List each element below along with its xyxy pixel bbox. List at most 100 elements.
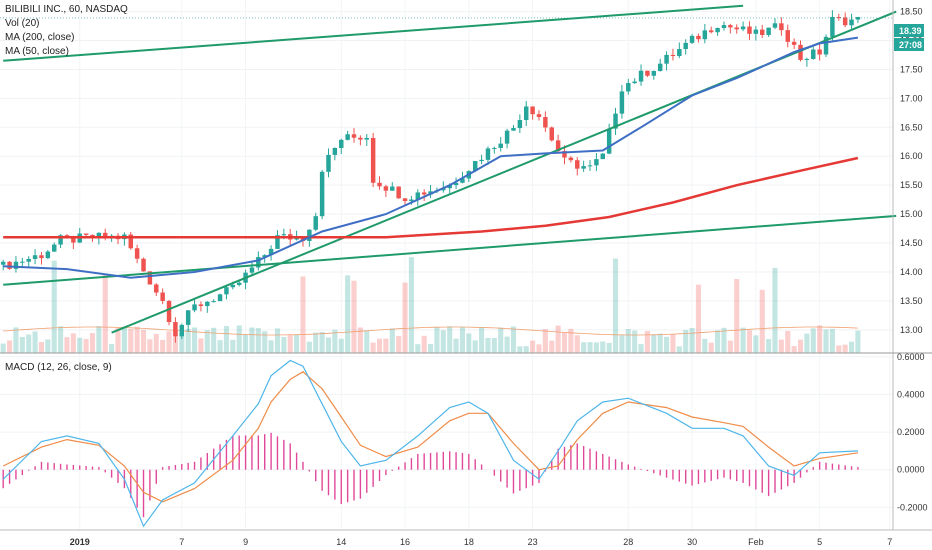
grid-lines: [0, 0, 893, 530]
volume-bar: [249, 327, 255, 353]
time-tick-label: 7: [887, 537, 892, 547]
candle-body: [562, 151, 567, 158]
candle-body: [715, 28, 720, 33]
volume-bar: [357, 327, 363, 353]
ma200-legend[interactable]: MA (200, close): [5, 32, 75, 43]
candle-body: [154, 284, 159, 293]
candle-body: [677, 49, 682, 57]
volume-bar: [51, 260, 57, 353]
volume-bar: [517, 346, 523, 353]
candle-body: [753, 29, 759, 34]
volume-bar: [498, 327, 504, 353]
volume-bar: [772, 267, 778, 353]
time-tick-label: 14: [336, 537, 346, 547]
volume-bar: [766, 339, 772, 353]
volume-bar: [421, 335, 427, 353]
volume-bar: [759, 289, 765, 353]
volume-bar: [619, 335, 625, 353]
candle-body: [217, 294, 223, 302]
volume-bar: [0, 343, 6, 353]
price-tick-label: 15.00: [900, 209, 923, 219]
candle-body: [134, 248, 140, 259]
volume-bar: [632, 330, 638, 353]
candle-body: [645, 70, 650, 76]
candle-body: [377, 182, 382, 187]
price-tick-label: 15.50: [900, 180, 923, 190]
candle-body: [262, 255, 267, 258]
time-tick-label: 23: [528, 537, 538, 547]
time-tick-label: 2019: [70, 537, 90, 547]
candle-body: [256, 257, 261, 268]
time-tick-label: 9: [243, 537, 248, 547]
ma50-legend[interactable]: MA (50, close): [5, 46, 69, 57]
volume-bar: [287, 335, 293, 353]
volume-bar: [657, 333, 663, 353]
volume-bar: [734, 279, 740, 353]
volume-bar: [389, 328, 395, 353]
candle-body: [555, 140, 561, 152]
symbol-title[interactable]: BILIBILI INC., 60, NASDAQ: [5, 4, 128, 15]
volume-bar: [364, 330, 370, 353]
volume-bar: [644, 330, 650, 353]
candle-body: [772, 23, 778, 28]
countdown-label: 27:08: [899, 40, 922, 50]
volume-bar: [708, 342, 714, 353]
volume-bar: [115, 327, 121, 353]
candle-body: [747, 26, 752, 34]
candle-body: [836, 16, 842, 18]
candle-body: [740, 26, 746, 30]
volume-legend[interactable]: Vol (20): [5, 18, 40, 29]
candle-body: [626, 83, 631, 92]
time-tick-label: 16: [400, 537, 410, 547]
candle-body: [141, 258, 146, 272]
volume-bar: [198, 338, 204, 353]
volume-bar: [810, 328, 816, 353]
volume-bar: [676, 346, 682, 353]
volume-bar: [695, 284, 702, 353]
volume-bar: [491, 337, 497, 353]
volume-bar: [300, 276, 306, 353]
volume-bar: [13, 327, 19, 353]
volume-bar: [670, 334, 676, 353]
macd-tick-label: 0.6000: [897, 352, 925, 362]
volume-bar: [523, 346, 529, 353]
macd-legend[interactable]: MACD (12, 26, close, 9): [5, 362, 112, 373]
volume-bar: [817, 325, 823, 353]
candle-body: [728, 25, 733, 28]
volume-bar: [147, 339, 153, 353]
candle-body: [332, 147, 338, 155]
volume-bar: [510, 326, 517, 353]
volume-bar: [64, 337, 70, 353]
volume-bar: [338, 338, 344, 353]
candlesticks[interactable]: [0, 10, 861, 343]
candle-body: [791, 41, 797, 45]
volume-bar: [727, 340, 733, 353]
volume-bar: [70, 333, 76, 353]
candle-body: [613, 113, 618, 129]
volume-bar: [140, 329, 147, 353]
volume-bar: [7, 340, 13, 353]
candle-body: [32, 255, 38, 259]
candle-body: [326, 154, 331, 172]
volume-bar: [593, 342, 599, 353]
candle-body: [632, 81, 637, 84]
volume-bar: [32, 331, 38, 353]
trendline: [3, 4, 744, 62]
candle-body: [166, 300, 172, 323]
candle-body: [45, 251, 51, 259]
volume-bar: [804, 333, 810, 353]
volume-bar: [262, 331, 268, 353]
price-tick-label: 17.00: [900, 93, 923, 103]
volume-bar: [255, 328, 261, 353]
volume-bar: [415, 344, 421, 353]
volume-bar: [77, 337, 83, 353]
volume-bar: [58, 326, 64, 353]
candle-body: [345, 134, 350, 140]
candle-body: [543, 117, 548, 128]
time-tick-label: 7: [179, 537, 184, 547]
trendline: [3, 214, 897, 286]
price-tick-label: 13.50: [900, 296, 923, 306]
volume-bar: [408, 257, 414, 353]
candle-body: [198, 304, 204, 307]
